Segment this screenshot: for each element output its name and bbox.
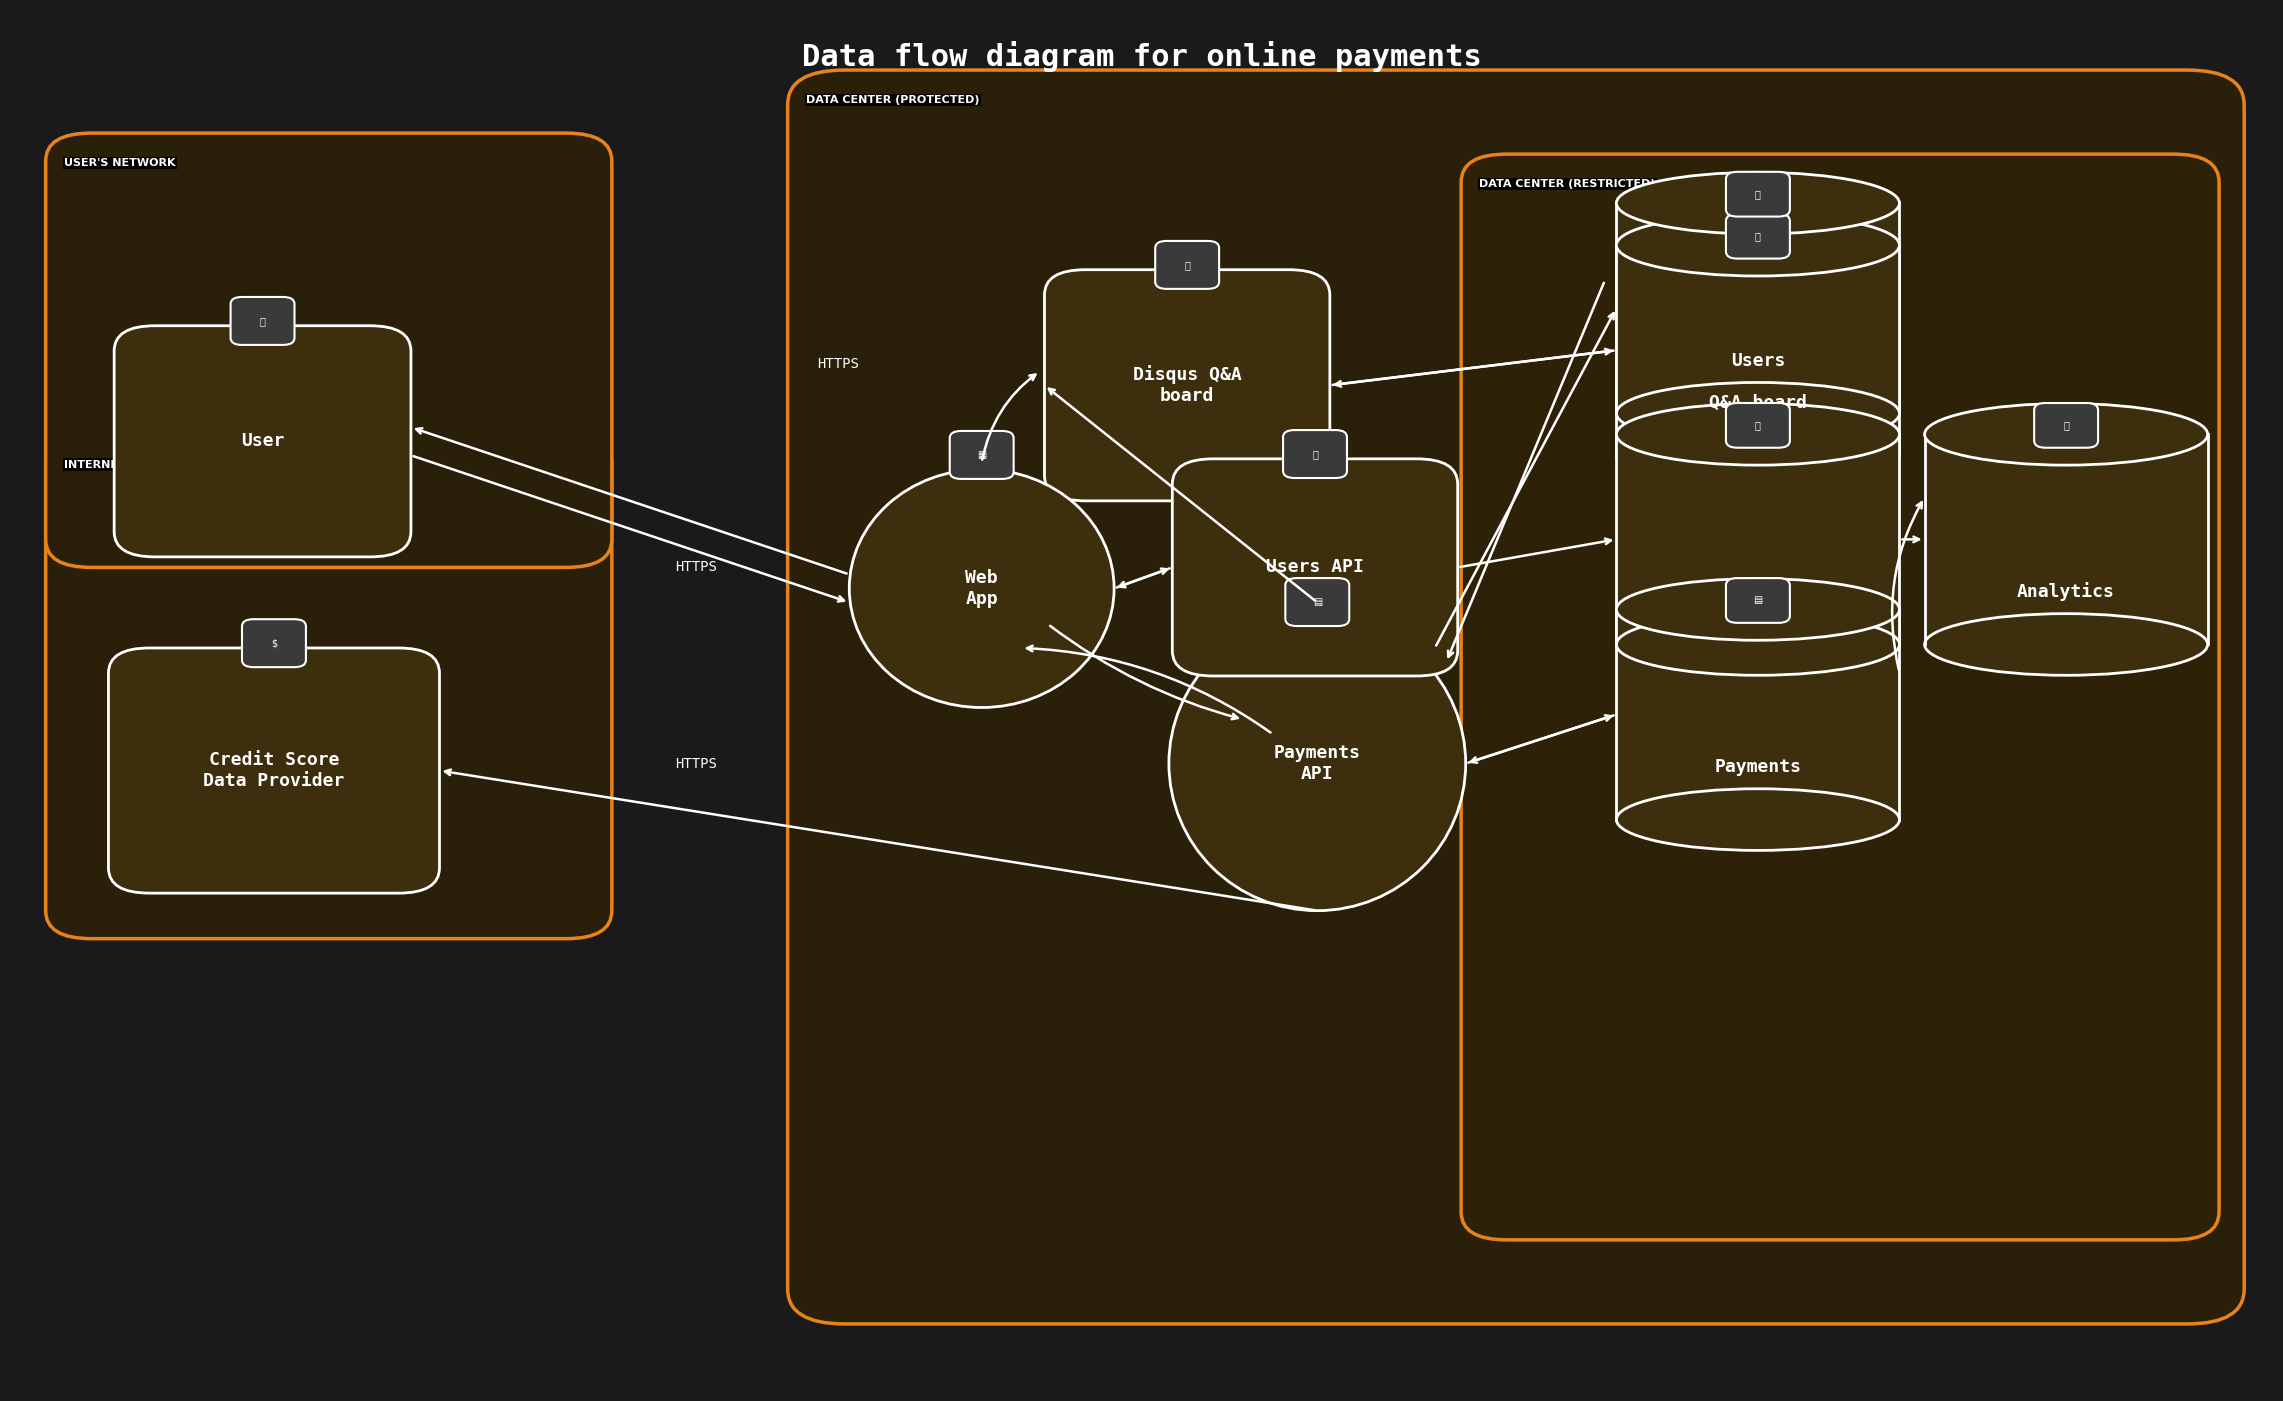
FancyBboxPatch shape — [1461, 154, 2219, 1240]
FancyBboxPatch shape — [114, 326, 411, 558]
FancyBboxPatch shape — [1171, 460, 1457, 677]
Text: User: User — [240, 433, 285, 450]
FancyBboxPatch shape — [1283, 430, 1347, 478]
FancyBboxPatch shape — [107, 647, 438, 894]
Polygon shape — [1616, 245, 1899, 455]
FancyBboxPatch shape — [1043, 270, 1329, 502]
FancyBboxPatch shape — [1726, 172, 1790, 217]
FancyBboxPatch shape — [1726, 403, 1790, 448]
Text: ⎕: ⎕ — [1756, 231, 1760, 241]
Text: DATA CENTER (RESTRICTED): DATA CENTER (RESTRICTED) — [1479, 179, 1655, 189]
Text: 🗄: 🗄 — [1756, 420, 1760, 430]
Text: Payments: Payments — [1715, 758, 1801, 776]
Text: Payments
API: Payments API — [1274, 744, 1361, 783]
Text: Users: Users — [1731, 352, 1785, 370]
Ellipse shape — [1616, 172, 1899, 234]
FancyBboxPatch shape — [788, 70, 2244, 1324]
FancyBboxPatch shape — [2034, 403, 2098, 448]
Text: $: $ — [272, 639, 276, 649]
Ellipse shape — [1616, 382, 1899, 444]
FancyBboxPatch shape — [46, 434, 612, 939]
Ellipse shape — [1169, 616, 1466, 911]
Polygon shape — [1616, 434, 1899, 644]
FancyBboxPatch shape — [1155, 241, 1219, 289]
Text: Q&A board: Q&A board — [1710, 394, 1806, 412]
FancyBboxPatch shape — [950, 432, 1014, 479]
FancyBboxPatch shape — [1726, 214, 1790, 259]
Text: HTTPS: HTTPS — [817, 357, 858, 371]
Text: ▤: ▤ — [1313, 597, 1322, 607]
Text: ▤: ▤ — [1753, 595, 1762, 605]
Ellipse shape — [1616, 789, 1899, 850]
Ellipse shape — [1925, 614, 2208, 675]
Text: HTTPS: HTTPS — [676, 757, 717, 771]
Ellipse shape — [1616, 614, 1899, 675]
Ellipse shape — [1616, 403, 1899, 465]
Polygon shape — [1616, 609, 1899, 820]
Ellipse shape — [1616, 579, 1899, 640]
FancyBboxPatch shape — [1285, 579, 1349, 626]
Text: ⎕: ⎕ — [1185, 261, 1189, 270]
Ellipse shape — [1616, 425, 1899, 486]
Text: Logs: Logs — [1735, 583, 1781, 601]
Text: USER'S NETWORK: USER'S NETWORK — [64, 158, 176, 168]
Text: INTERNET: INTERNET — [64, 460, 126, 469]
Text: Analytics: Analytics — [2018, 583, 2114, 601]
FancyBboxPatch shape — [1726, 579, 1790, 623]
Ellipse shape — [1925, 403, 2208, 465]
Text: Web
App: Web App — [966, 569, 998, 608]
Text: DATA CENTER (PROTECTED): DATA CENTER (PROTECTED) — [806, 95, 979, 105]
Polygon shape — [1616, 203, 1899, 413]
FancyBboxPatch shape — [242, 619, 306, 667]
Ellipse shape — [1616, 214, 1899, 276]
Text: 👤: 👤 — [1756, 189, 1760, 199]
Text: Users API: Users API — [1267, 559, 1363, 576]
Text: Data flow diagram for online payments: Data flow diagram for online payments — [801, 41, 1482, 71]
Text: ▦: ▦ — [977, 450, 986, 460]
Text: 👤: 👤 — [260, 317, 265, 326]
Text: Disqus Q&A
board: Disqus Q&A board — [1132, 366, 1242, 405]
Text: 📈: 📈 — [2064, 420, 2068, 430]
Text: Credit Score
Data Provider: Credit Score Data Provider — [203, 751, 345, 790]
Text: 👤: 👤 — [1313, 450, 1317, 460]
FancyBboxPatch shape — [46, 133, 612, 567]
Text: HTTPS: HTTPS — [676, 560, 717, 574]
Polygon shape — [1925, 434, 2208, 644]
FancyBboxPatch shape — [231, 297, 295, 345]
Ellipse shape — [849, 469, 1114, 708]
